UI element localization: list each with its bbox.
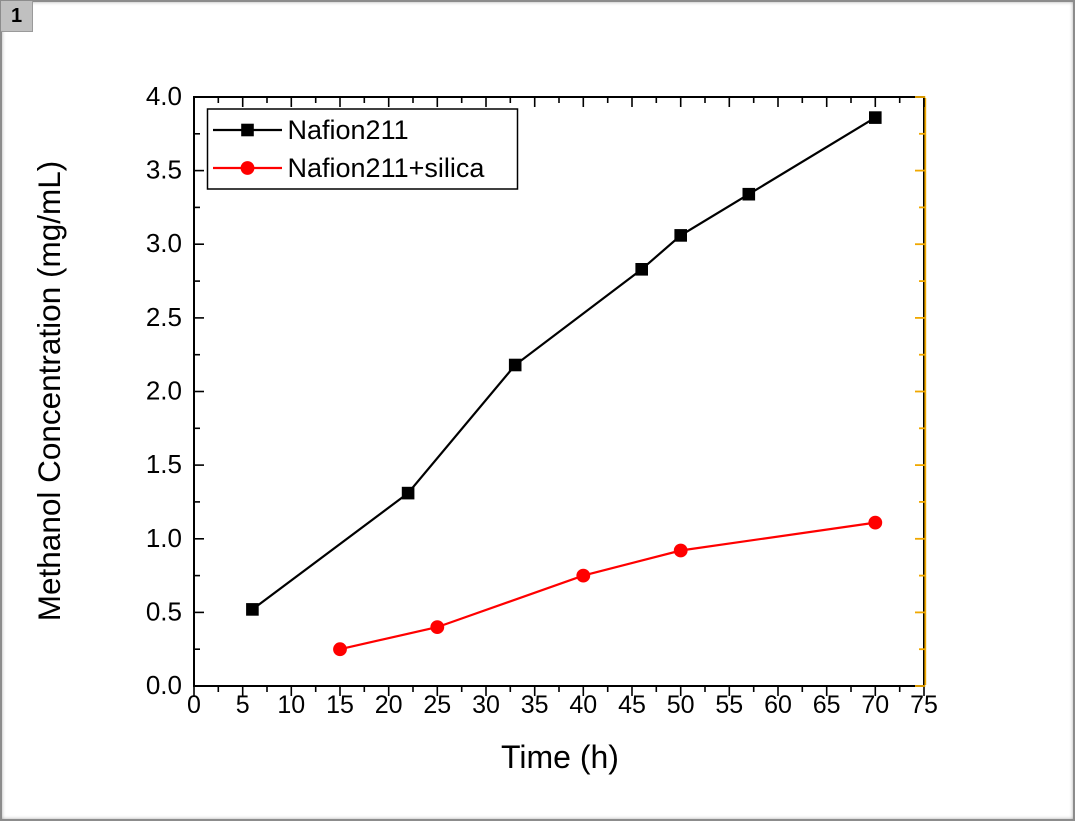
- svg-text:35: 35: [521, 691, 549, 719]
- svg-text:Methanol Concentration (mg/mL): Methanol Concentration (mg/mL): [31, 161, 67, 621]
- svg-text:70: 70: [861, 691, 889, 719]
- svg-text:Time (h): Time (h): [501, 739, 619, 775]
- svg-text:Nafion211: Nafion211: [288, 115, 409, 145]
- svg-text:20: 20: [375, 691, 403, 719]
- svg-text:3.0: 3.0: [146, 228, 182, 258]
- svg-text:30: 30: [472, 691, 500, 719]
- svg-text:2.5: 2.5: [146, 302, 182, 332]
- svg-text:75: 75: [910, 691, 938, 719]
- svg-text:1.5: 1.5: [146, 449, 182, 479]
- svg-text:15: 15: [326, 691, 354, 719]
- svg-text:0.5: 0.5: [146, 596, 182, 626]
- svg-text:1.0: 1.0: [146, 523, 182, 553]
- svg-text:0.0: 0.0: [146, 670, 182, 700]
- svg-text:60: 60: [764, 691, 792, 719]
- svg-text:0: 0: [187, 691, 201, 719]
- svg-text:10: 10: [277, 691, 305, 719]
- svg-text:5: 5: [236, 691, 250, 719]
- svg-text:40: 40: [569, 691, 597, 719]
- svg-text:2.0: 2.0: [146, 376, 182, 406]
- svg-text:3.5: 3.5: [146, 155, 182, 185]
- svg-text:55: 55: [715, 691, 743, 719]
- svg-text:25: 25: [423, 691, 451, 719]
- svg-text:4.0: 4.0: [146, 81, 182, 111]
- svg-text:65: 65: [813, 691, 841, 719]
- svg-text:Nafion211+silica: Nafion211+silica: [288, 153, 486, 183]
- svg-text:45: 45: [618, 691, 646, 719]
- svg-text:50: 50: [667, 691, 695, 719]
